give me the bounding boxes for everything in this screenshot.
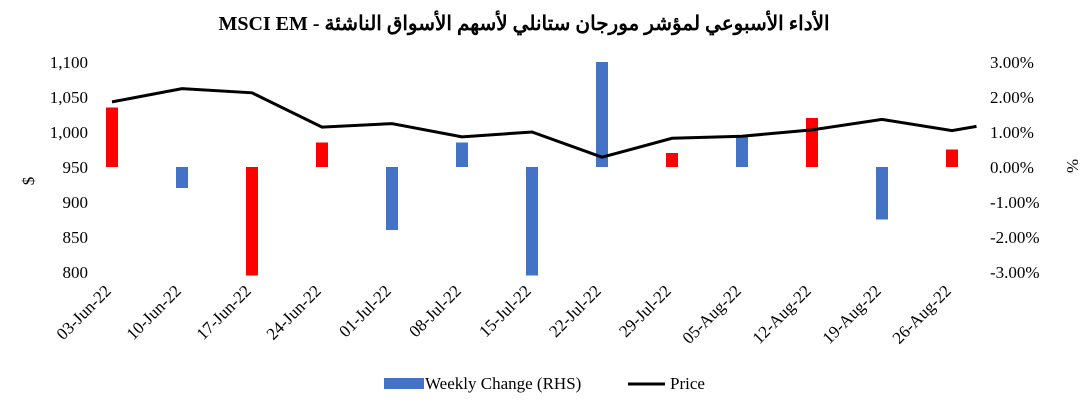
weekly-change-bar <box>106 107 118 167</box>
x-axis-tick-label: 01-Jul-22 <box>335 281 395 341</box>
right-axis-label: % <box>1063 159 1082 173</box>
left-axis-tick-label: 800 <box>63 263 89 282</box>
price-line <box>111 87 977 159</box>
right-axis-tick-label: 2.00% <box>990 88 1034 107</box>
right-axis-tick-label: -2.00% <box>990 228 1040 247</box>
x-axis-tick-label: 29-Jul-22 <box>615 281 675 341</box>
weekly-change-bar <box>876 167 888 220</box>
left-axis-tick-label: 950 <box>63 158 89 177</box>
left-axis-tick-label: 1,000 <box>50 123 88 142</box>
weekly-change-bars <box>106 62 958 276</box>
x-axis-tick-label: 05-Aug-22 <box>679 281 745 347</box>
weekly-change-bar <box>736 135 748 167</box>
left-axis-label: $ <box>19 177 38 186</box>
right-axis-tick-label: -1.00% <box>990 193 1040 212</box>
x-axis-tick-label: 15-Jul-22 <box>475 281 535 341</box>
right-axis-tick-label: 1.00% <box>990 123 1034 142</box>
x-axis-tick-label: 08-Jul-22 <box>405 281 465 341</box>
left-axis-tick-label: 850 <box>63 228 89 247</box>
chart-title: الأداء الأسبوعي لمؤشر مورجان ستانلي لأسه… <box>218 10 829 36</box>
x-axis-ticks: 03-Jun-22 10-Jun-22 17-Jun-22 24-Jun-22 01-J… <box>53 281 955 347</box>
x-axis-tick-label: 24-Jun-22 <box>263 281 325 343</box>
legend-weekly-change-swatch <box>384 378 424 389</box>
left-axis-tick-label: 900 <box>63 193 89 212</box>
legend: Weekly Change (RHS) Price <box>384 374 705 393</box>
legend-price-label: Price <box>670 374 705 393</box>
right-axis-tick-label: 0.00% <box>990 158 1034 177</box>
weekly-change-bar <box>666 153 678 167</box>
right-axis-tick-label: -3.00% <box>990 263 1040 282</box>
weekly-change-bar <box>386 167 398 230</box>
weekly-change-bar <box>176 167 188 188</box>
weekly-change-bar <box>316 142 328 167</box>
weekly-change-bar <box>526 167 538 276</box>
x-axis-tick-label: 22-Jul-22 <box>545 281 605 341</box>
x-axis-tick-label: 12-Aug-22 <box>749 281 815 347</box>
x-axis-tick-label: 10-Jun-22 <box>123 281 185 343</box>
right-axis-tick-label: 3.00% <box>990 53 1034 72</box>
x-axis-tick-label: 26-Aug-22 <box>889 281 955 347</box>
weekly-change-bar <box>246 167 258 276</box>
left-y-axis: 1,100 1,050 1,000 950 900 850 800 <box>50 53 88 282</box>
weekly-change-bar <box>806 118 818 167</box>
left-axis-tick-label: 1,100 <box>50 53 88 72</box>
left-axis-tick-label: 1,050 <box>50 88 88 107</box>
legend-weekly-change-label: Weekly Change (RHS) <box>425 374 581 393</box>
x-axis-tick-label: 03-Jun-22 <box>53 281 115 343</box>
weekly-change-bar <box>456 142 468 167</box>
x-axis-tick-label: 19-Aug-22 <box>819 281 885 347</box>
weekly-change-bar <box>596 62 608 167</box>
right-y-axis: 3.00% 2.00% 1.00% 0.00% -1.00% -2.00% -3.00% <box>990 53 1040 282</box>
weekly-change-bar <box>946 149 958 167</box>
x-axis-tick-label: 17-Jun-22 <box>193 281 255 343</box>
